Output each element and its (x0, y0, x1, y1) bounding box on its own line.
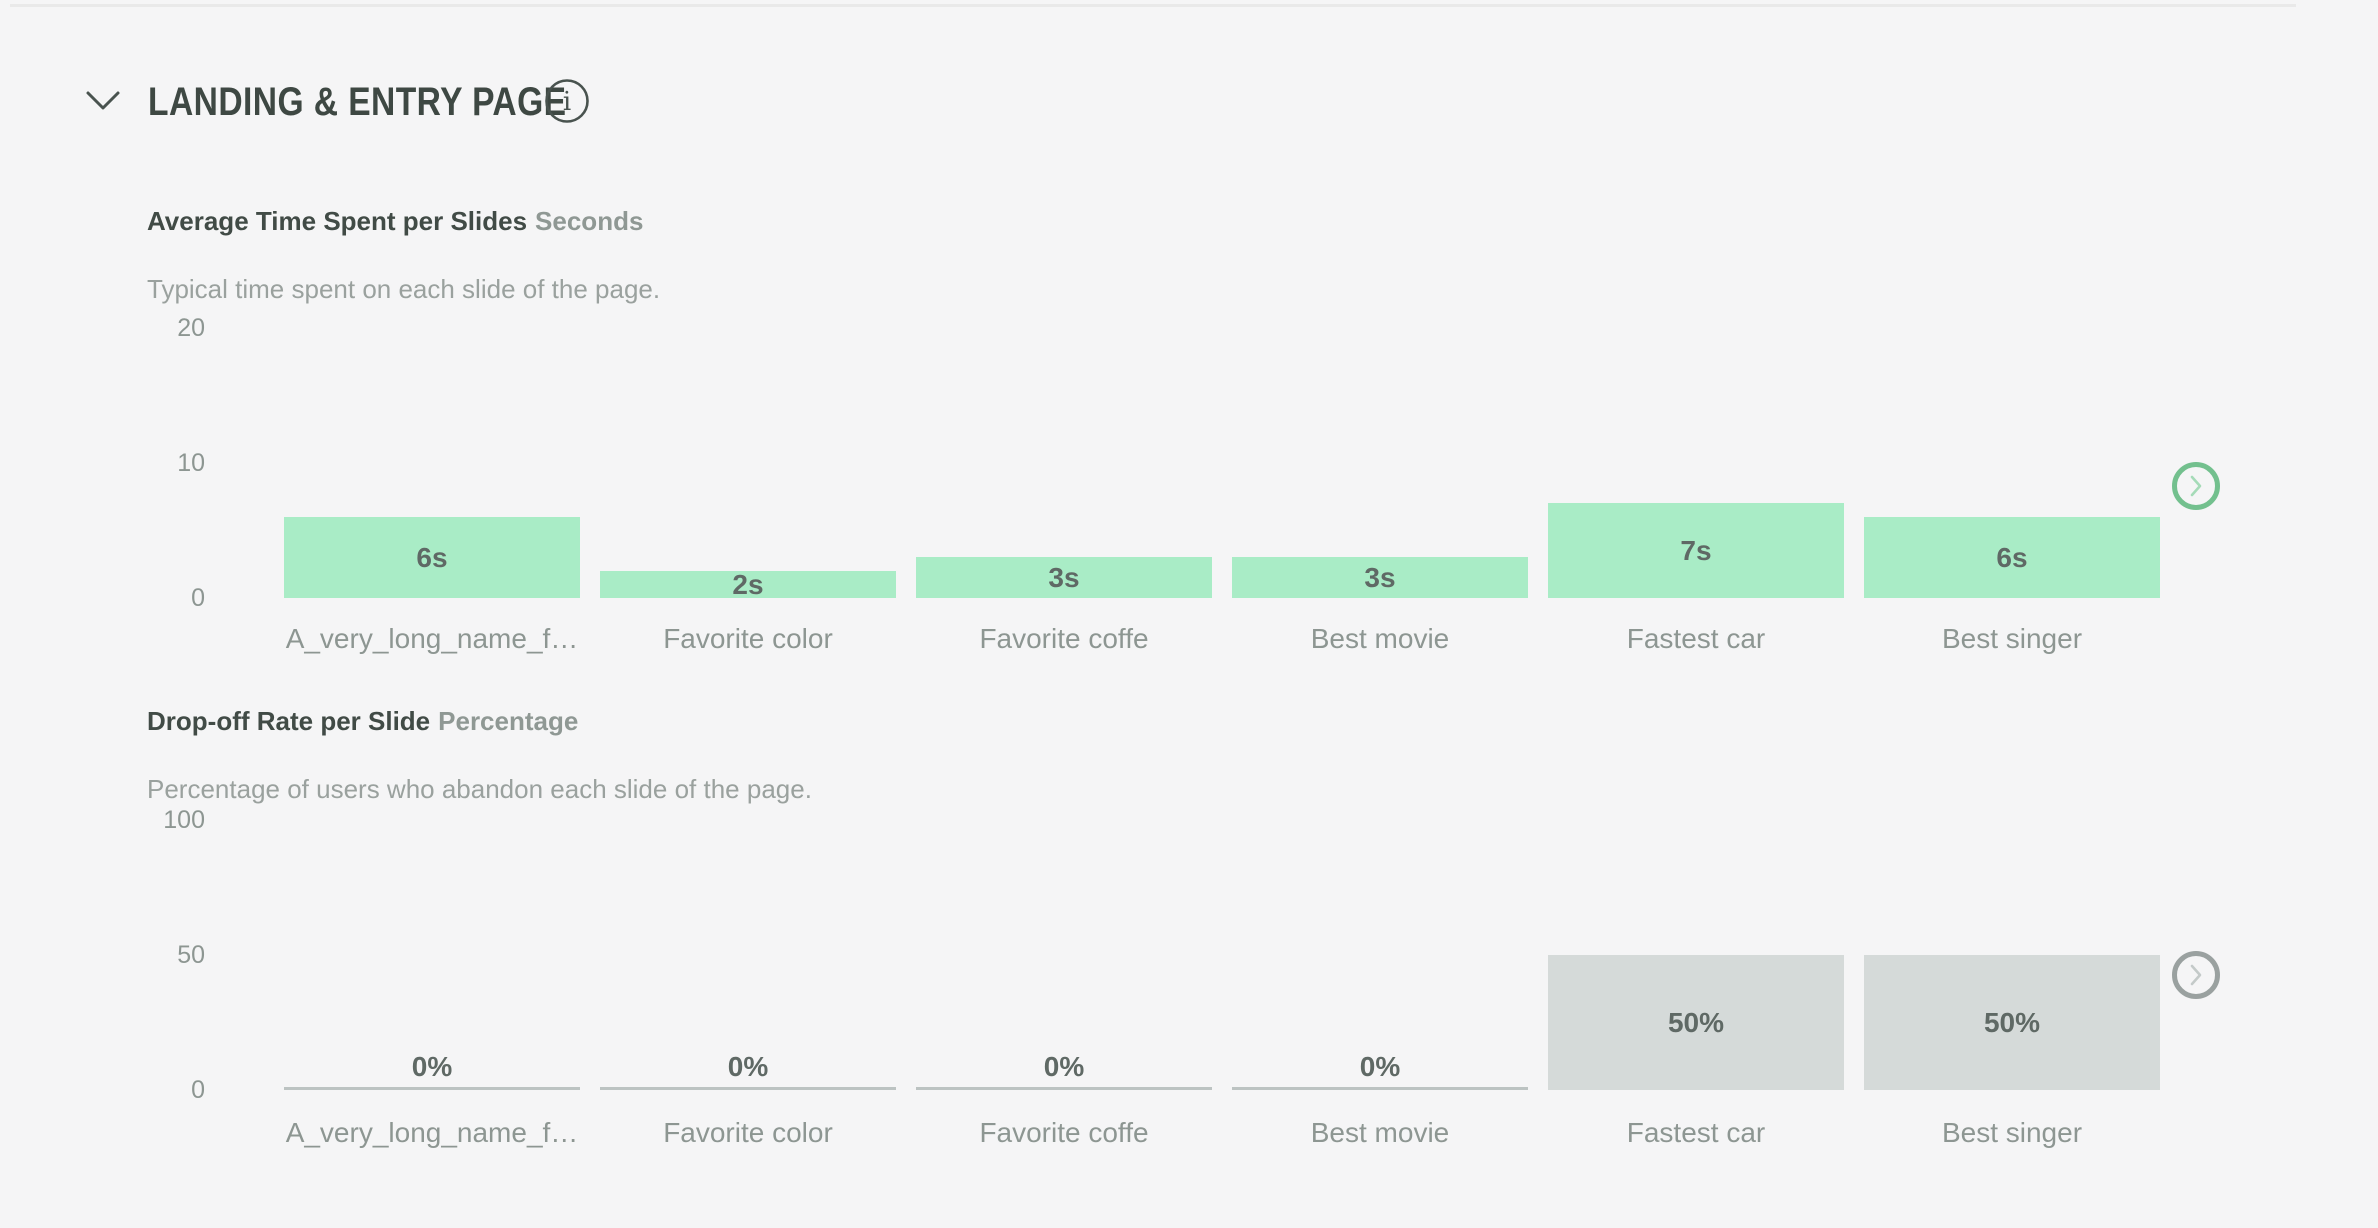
bar-value-label: 3s (1048, 561, 1080, 593)
x-axis-labels: A_very_long_name_f… Favorite color Favorit… (284, 1116, 2160, 1150)
bar-column: 50% (1864, 820, 2160, 1090)
y-axis: 100 50 0 (100, 806, 205, 1104)
next-slides-button[interactable] (2172, 462, 2220, 510)
bar-value-label: 0% (411, 1051, 453, 1082)
chevron-right-icon (2190, 475, 2202, 497)
bar-column: 6s (1864, 328, 2160, 598)
bar: 0% (1232, 1053, 1528, 1090)
bar-value-label: 3s (1364, 561, 1396, 593)
bar-column: 0% (916, 820, 1212, 1090)
chart-unit-label: Percentage (438, 706, 579, 736)
svg-text:i: i (563, 87, 571, 117)
chevron-down-icon (85, 90, 121, 115)
info-icon: i (544, 79, 590, 127)
bar: 0% (284, 1053, 580, 1090)
category-label: Best movie (1310, 1117, 1450, 1148)
chart-title: Drop-off Rate per Slide Percentage (147, 704, 578, 738)
bar-value-label: 6s (1996, 541, 2028, 573)
bar-column: 3s (916, 328, 1212, 598)
bar-column: 0% (284, 820, 580, 1090)
x-axis-labels: A_very_long_name_f… Favorite color Favorit… (284, 622, 2160, 656)
y-tick-label: 0 (191, 584, 205, 612)
bar-value-label: 0% (1359, 1051, 1401, 1082)
bar-value-label: 0% (727, 1051, 769, 1082)
bar: 7s (1548, 503, 1844, 598)
y-tick-label: 100 (163, 806, 205, 834)
category-label: Favorite coffe (979, 1117, 1149, 1148)
category-label: Best singer (1941, 1117, 2083, 1148)
bar-column: 0% (1232, 820, 1528, 1090)
next-slides-button[interactable] (2172, 951, 2220, 999)
bar: 2s (600, 568, 896, 600)
bar-column: 2s (600, 328, 896, 598)
bar: 50% (1864, 955, 2160, 1090)
y-axis: 20 10 0 (100, 314, 205, 612)
bar-column: 6s (284, 328, 580, 598)
bar-column: 3s (1232, 328, 1528, 598)
category-label: Best movie (1310, 623, 1450, 654)
bar: 0% (600, 1053, 896, 1090)
y-tick-label: 0 (191, 1076, 205, 1104)
section-title: LANDING & ENTRY PAGE (148, 79, 567, 124)
bar: 0% (916, 1053, 1212, 1090)
chart-subtitle: Typical time spent on each slide of the … (147, 274, 661, 304)
category-label: Fastest car (1626, 623, 1766, 654)
info-button[interactable]: i (544, 78, 590, 124)
section-header: LANDING & ENTRY PAGE i (84, 76, 646, 128)
bar-column: 0% (600, 820, 896, 1090)
top-divider (10, 4, 2296, 7)
bar-plot: 0% 0% 0% 0% 50% 50% (284, 820, 2160, 1090)
category-label: Favorite coffe (979, 623, 1149, 654)
bar-plot: 6s 2s 3s 3s 7s 6s (284, 328, 2160, 598)
chart-title: Average Time Spent per Slides Seconds (147, 204, 643, 238)
chevron-right-icon (2190, 964, 2202, 986)
bar-value-label: 50% (1983, 1006, 2041, 1038)
bar-value-label: 7s (1680, 534, 1712, 566)
bar-value-label: 0% (1043, 1051, 1085, 1082)
chart-title-text: Drop-off Rate per Slide (147, 706, 431, 736)
bar: 3s (1232, 557, 1528, 598)
chart-subtitle: Percentage of users who abandon each sli… (147, 774, 812, 804)
bar-value-label: 6s (416, 541, 448, 573)
collapse-section-button[interactable] (84, 87, 122, 117)
category-label: A_very_long_name_f… (285, 1117, 579, 1148)
y-tick-label: 20 (177, 314, 205, 342)
bar: 6s (1864, 517, 2160, 598)
category-label: Favorite color (663, 1117, 833, 1148)
y-tick-label: 50 (177, 941, 205, 969)
chart-title-text: Average Time Spent per Slides (147, 206, 528, 236)
bar: 6s (284, 517, 580, 598)
category-label: A_very_long_name_f… (285, 623, 579, 654)
bar-column: 7s (1548, 328, 1844, 598)
category-label: Fastest car (1626, 1117, 1766, 1148)
bar-value-label: 50% (1667, 1006, 1725, 1038)
chart-unit-label: Seconds (535, 206, 644, 236)
bar-value-label: 2s (732, 568, 764, 600)
y-tick-label: 10 (177, 449, 205, 477)
category-label: Best singer (1941, 623, 2083, 654)
category-label: Favorite color (663, 623, 833, 654)
bar: 50% (1548, 955, 1844, 1090)
bar: 3s (916, 557, 1212, 598)
bar-column: 50% (1548, 820, 1844, 1090)
